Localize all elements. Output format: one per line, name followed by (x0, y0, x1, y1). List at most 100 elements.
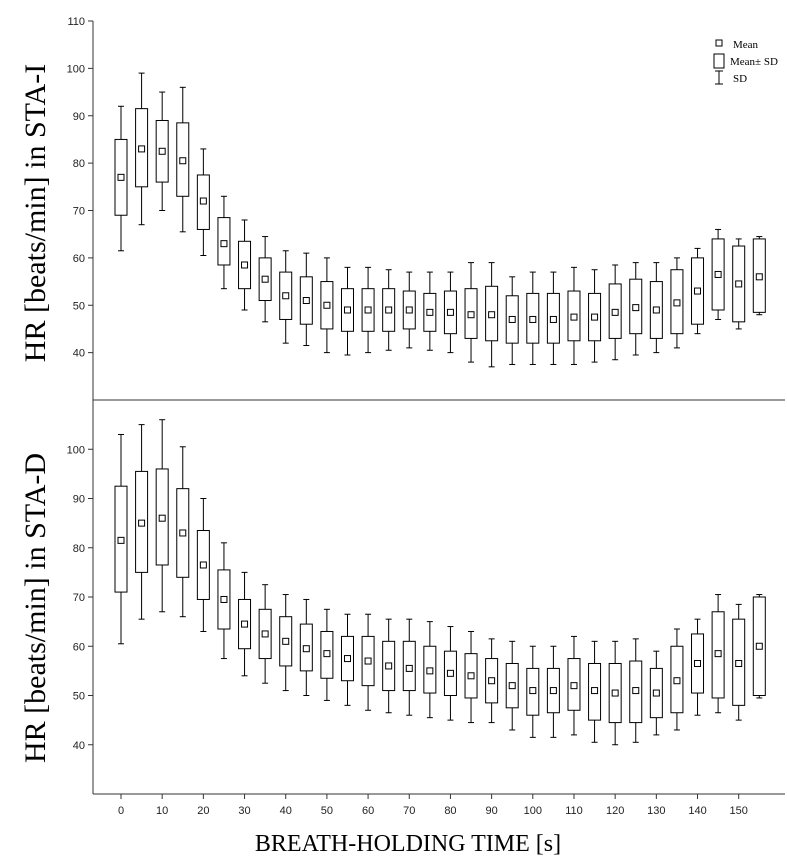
mean-marker (199, 197, 207, 205)
x-tick-label: 100 (524, 805, 542, 817)
mean-marker (220, 240, 228, 248)
x-tick-label: 0 (118, 805, 124, 817)
mean-marker (117, 536, 125, 544)
mean-marker (735, 280, 743, 288)
mean-marker (735, 659, 743, 667)
plot-frame (92, 21, 785, 795)
mean-marker (694, 659, 702, 667)
y-tick-label: 50 (73, 691, 85, 703)
y-tick-label: 100 (67, 63, 85, 75)
y-tick-label: 80 (73, 158, 85, 170)
mean-marker (302, 297, 310, 305)
x-tick-label: 140 (688, 805, 706, 817)
mean-marker (405, 306, 413, 314)
y-tick-label: 50 (73, 300, 85, 312)
mean-marker (446, 669, 454, 677)
mean-marker (673, 677, 681, 685)
mean-marker (385, 662, 393, 670)
y-tick-label: 90 (73, 494, 85, 506)
mean-marker (241, 261, 249, 269)
mean-marker (220, 595, 228, 603)
mean-marker (549, 315, 557, 323)
x-tick-label: 60 (362, 805, 374, 817)
y-tick-label: 80 (73, 543, 85, 555)
mean-marker (138, 519, 146, 527)
axis-ticks: 40 50 60 70 80 90 100 110 40 50 60 70 80 90 100 0 10 20 30… (67, 16, 748, 817)
mean-marker (611, 689, 619, 697)
x-tick-label: 120 (606, 805, 624, 817)
mean-marker (364, 657, 372, 665)
x-tick-label: 110 (565, 805, 583, 817)
mean-marker (591, 687, 599, 695)
mean-marker (755, 273, 763, 281)
mean-marker (446, 308, 454, 316)
x-tick-label: 50 (321, 805, 333, 817)
mean-marker (529, 315, 537, 323)
mean-marker (570, 682, 578, 690)
y-axis-label-bottom: HR [beats/min] in STA-D (19, 453, 52, 763)
mean-marker (529, 687, 537, 695)
legend: Mean Mean± SD SD (713, 39, 778, 85)
x-tick-label: 90 (485, 805, 497, 817)
mean-marker (282, 292, 290, 300)
y-tick-label: 90 (73, 111, 85, 123)
mean-marker (323, 301, 331, 309)
mean-marker (364, 306, 372, 314)
mean-marker (508, 315, 516, 323)
legend-whisker-label: SD (733, 73, 747, 85)
mean-marker (179, 157, 187, 165)
x-tick-label: 70 (403, 805, 415, 817)
y-tick-label: 110 (67, 16, 85, 28)
mean-marker (343, 306, 351, 314)
x-tick-label: 20 (197, 805, 209, 817)
x-tick-label: 40 (280, 805, 292, 817)
legend-mean-label: Mean (733, 39, 759, 51)
mean-marker (714, 270, 722, 278)
mean-marker (261, 275, 269, 283)
mean-marker (199, 561, 207, 569)
mean-marker (488, 677, 496, 685)
mean-marker (117, 173, 125, 181)
mean-marker (343, 655, 351, 663)
x-tick-label: 10 (156, 805, 168, 817)
x-tick-label: 150 (730, 805, 748, 817)
mean-marker (673, 299, 681, 307)
mean-marker (323, 650, 331, 658)
mean-marker (158, 514, 166, 522)
legend-box-marker (713, 53, 725, 69)
mean-marker (611, 308, 619, 316)
mean-marker (138, 145, 146, 153)
mean-marker (632, 304, 640, 312)
mean-marker (570, 313, 578, 321)
mean-marker (158, 147, 166, 155)
mean-marker (488, 311, 496, 319)
y-tick-label: 100 (67, 444, 85, 456)
x-axis-label: BREATH-HOLDING TIME [s] (255, 831, 561, 857)
legend-mean-marker (715, 39, 723, 47)
legend-box-label: Mean± SD (730, 56, 778, 68)
x-tick-label: 30 (238, 805, 250, 817)
mean-marker (282, 637, 290, 645)
mean-marker (508, 682, 516, 690)
mean-marker (241, 620, 249, 628)
mean-marker (591, 313, 599, 321)
mean-marker (714, 650, 722, 658)
mean-marker (467, 311, 475, 319)
mean-marker (652, 689, 660, 697)
y-tick-label: 40 (73, 348, 85, 360)
mean-marker (652, 306, 660, 314)
y-axis-label-top: HR [beats/min] in STA-I (19, 64, 52, 362)
mean-marker (467, 672, 475, 680)
x-tick-label: 130 (647, 805, 665, 817)
mean-marker (426, 667, 434, 675)
mean-marker (694, 287, 702, 295)
mean-marker (302, 645, 310, 653)
mean-marker (632, 687, 640, 695)
x-tick-label: 80 (444, 805, 456, 817)
mean-marker (261, 630, 269, 638)
mean-marker (755, 642, 763, 650)
y-tick-label: 60 (73, 253, 85, 265)
y-tick-label: 70 (73, 206, 85, 218)
y-tick-label: 70 (73, 592, 85, 604)
